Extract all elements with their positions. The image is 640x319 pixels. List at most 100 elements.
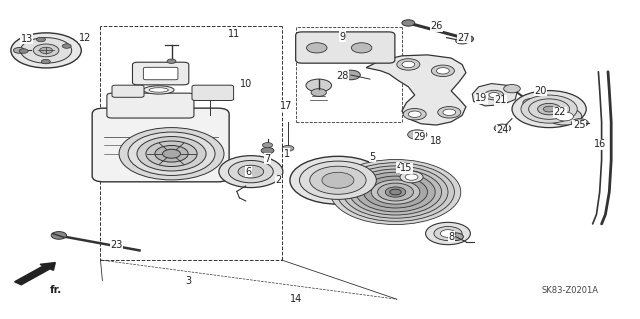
Text: fr.: fr. <box>50 285 62 295</box>
Circle shape <box>62 44 71 48</box>
Text: 7: 7 <box>264 154 271 164</box>
Circle shape <box>538 103 561 115</box>
Text: 27: 27 <box>458 33 470 43</box>
Text: 11: 11 <box>227 29 240 40</box>
Circle shape <box>42 59 51 64</box>
Circle shape <box>436 68 449 74</box>
Circle shape <box>155 145 188 162</box>
FancyBboxPatch shape <box>107 93 194 118</box>
Circle shape <box>13 48 25 53</box>
Text: 14: 14 <box>290 294 303 304</box>
Circle shape <box>40 47 52 54</box>
Text: 18: 18 <box>430 136 443 146</box>
Circle shape <box>20 38 72 63</box>
Circle shape <box>11 33 81 68</box>
Circle shape <box>405 174 418 180</box>
Circle shape <box>163 149 180 158</box>
Circle shape <box>238 165 264 178</box>
Text: 12: 12 <box>79 33 92 43</box>
Circle shape <box>36 37 45 42</box>
Text: 10: 10 <box>240 78 253 89</box>
Circle shape <box>484 90 504 100</box>
Circle shape <box>448 233 463 241</box>
Circle shape <box>343 166 448 218</box>
Circle shape <box>543 106 555 112</box>
Text: 24: 24 <box>496 125 509 135</box>
Circle shape <box>443 109 456 115</box>
Circle shape <box>146 141 197 167</box>
Text: 6: 6 <box>245 167 252 177</box>
Circle shape <box>349 169 442 215</box>
Text: 19: 19 <box>475 93 488 103</box>
Circle shape <box>371 180 420 204</box>
Circle shape <box>572 119 588 127</box>
FancyBboxPatch shape <box>192 85 234 100</box>
Text: 22: 22 <box>554 107 566 117</box>
Circle shape <box>228 160 273 183</box>
Circle shape <box>119 128 224 180</box>
Circle shape <box>431 65 454 77</box>
Circle shape <box>458 35 474 43</box>
Circle shape <box>529 99 570 119</box>
Circle shape <box>438 107 461 118</box>
Circle shape <box>19 49 28 53</box>
Text: 21: 21 <box>494 95 507 106</box>
Circle shape <box>290 156 386 204</box>
Circle shape <box>33 44 59 57</box>
Circle shape <box>390 189 401 195</box>
FancyBboxPatch shape <box>92 108 229 182</box>
Text: 8: 8 <box>448 232 454 242</box>
Circle shape <box>408 130 427 139</box>
Circle shape <box>547 108 582 125</box>
Text: 3: 3 <box>186 276 192 286</box>
Text: 5: 5 <box>369 152 376 162</box>
Ellipse shape <box>149 88 168 92</box>
Circle shape <box>310 166 366 194</box>
FancyArrow shape <box>15 263 55 285</box>
Circle shape <box>137 137 206 171</box>
Circle shape <box>504 85 520 93</box>
Circle shape <box>400 171 423 183</box>
Text: 25: 25 <box>573 120 586 130</box>
Circle shape <box>440 230 456 237</box>
Circle shape <box>337 163 454 221</box>
Circle shape <box>512 91 586 128</box>
Ellipse shape <box>143 86 174 94</box>
FancyBboxPatch shape <box>296 32 395 63</box>
Circle shape <box>402 61 415 68</box>
Text: 16: 16 <box>594 139 607 149</box>
Polygon shape <box>472 84 517 106</box>
Circle shape <box>356 172 435 212</box>
Text: 20: 20 <box>534 86 547 96</box>
Text: SK83-Z0201A: SK83-Z0201A <box>541 286 598 295</box>
Text: 2: 2 <box>275 175 282 185</box>
Circle shape <box>330 160 461 225</box>
Text: 26: 26 <box>430 21 443 31</box>
Circle shape <box>351 43 372 53</box>
Circle shape <box>426 222 470 245</box>
Circle shape <box>307 43 327 53</box>
Text: 17: 17 <box>280 101 292 111</box>
Circle shape <box>322 172 354 188</box>
Circle shape <box>489 93 499 98</box>
Circle shape <box>51 232 67 239</box>
Circle shape <box>403 108 426 120</box>
Circle shape <box>167 59 176 63</box>
Text: 4: 4 <box>397 162 403 173</box>
Circle shape <box>128 132 215 175</box>
Circle shape <box>494 124 511 132</box>
Text: 9: 9 <box>339 32 346 42</box>
Circle shape <box>311 89 326 96</box>
Text: 13: 13 <box>20 34 33 44</box>
Circle shape <box>282 145 294 151</box>
Polygon shape <box>366 55 466 125</box>
FancyBboxPatch shape <box>132 62 189 85</box>
Circle shape <box>521 95 577 123</box>
Circle shape <box>378 183 413 201</box>
Circle shape <box>306 79 332 92</box>
Circle shape <box>523 99 540 107</box>
Circle shape <box>402 20 415 26</box>
Circle shape <box>261 147 274 154</box>
FancyBboxPatch shape <box>143 67 178 80</box>
Text: 28: 28 <box>336 71 349 81</box>
